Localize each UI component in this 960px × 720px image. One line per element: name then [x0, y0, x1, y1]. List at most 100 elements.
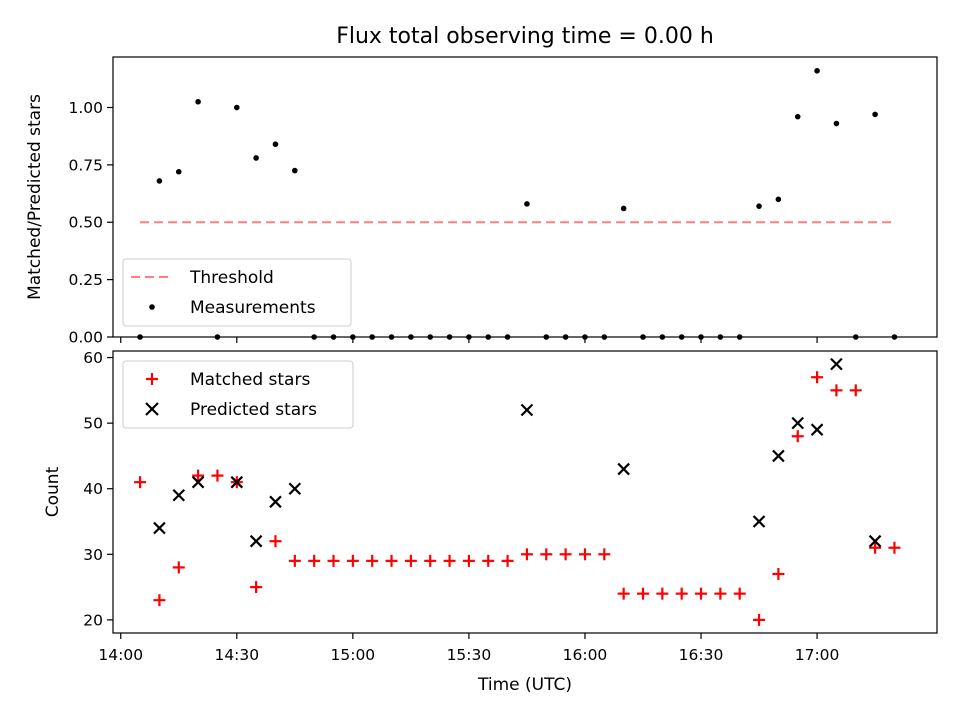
measurement-point — [872, 111, 878, 118]
measurement-point — [833, 120, 840, 127]
matched-star-point — [791, 430, 804, 443]
bottom-y-tick-label: 50 — [83, 415, 103, 433]
predicted-star-point-b — [810, 423, 824, 436]
predicted-star-point — [230, 475, 244, 489]
measurement-point — [620, 205, 627, 212]
matched-star-point — [346, 554, 359, 567]
predicted-star-point — [868, 534, 882, 548]
bottom-y-tick-label: 40 — [83, 480, 103, 498]
predicted-star-point — [830, 357, 843, 371]
measurement-point — [272, 141, 279, 148]
x-axis-label: Time (UTC) — [477, 675, 572, 695]
x-tick-label: 16:30 — [679, 646, 724, 664]
x-tick-label: 17:00 — [795, 646, 840, 664]
predicted-stars-points — [153, 357, 882, 548]
matched-star-point — [811, 371, 824, 384]
matched-star-point — [830, 384, 843, 397]
top-panel: 0.00 0.25 0.50 0.75 1.00 Matched/Predicted s… — [25, 56, 938, 347]
measurement-point — [794, 113, 801, 120]
matched-star-point — [617, 587, 630, 600]
measurement-point — [756, 203, 762, 209]
predicted-star-point-b — [288, 482, 302, 495]
matched-star-point — [482, 554, 495, 567]
matched-star-point — [540, 548, 553, 561]
matched-star-point — [269, 535, 282, 548]
matched-star-point — [772, 567, 785, 580]
matched-star-point — [656, 587, 669, 600]
top-y-tick-label: 0.50 — [68, 214, 103, 232]
matched-star-point — [753, 613, 766, 626]
matched-star-point — [559, 548, 572, 561]
legend-matched-swatch — [146, 373, 158, 385]
top-axes-frame — [112, 56, 938, 338]
matched-star-point — [153, 594, 166, 607]
bottom-y-tick-label: 60 — [83, 349, 103, 367]
predicted-star-point — [752, 515, 766, 528]
predicted-star-point-b — [772, 449, 785, 463]
top-y-ticks: 0.00 0.25 0.50 0.75 1.00 — [68, 99, 113, 347]
x-tick-label: 14:30 — [214, 646, 259, 664]
matched-star-point — [211, 469, 224, 482]
predicted-star-point — [153, 521, 166, 535]
matched-star-point — [172, 561, 185, 574]
matched-stars-points — [134, 371, 901, 626]
legend-measurements-label: Measurements — [190, 298, 316, 318]
top-y-axis-label: Matched/Predicted stars — [25, 94, 45, 300]
predicted-star-point — [172, 489, 186, 502]
matched-star-point — [462, 554, 475, 567]
chart-title: Flux total observing time = 0.00 h — [336, 24, 714, 49]
matched-star-point — [443, 554, 456, 567]
bottom-legend: Matched stars Predicted stars — [122, 360, 354, 429]
matched-star-point — [733, 587, 746, 600]
predicted-star-point — [617, 462, 630, 476]
predicted-star-point — [249, 534, 263, 548]
predicted-star-point-b — [249, 534, 263, 548]
predicted-star-point-b — [153, 521, 166, 535]
predicted-star-point-b — [868, 534, 882, 548]
legend-predicted-label: Predicted stars — [190, 400, 317, 420]
bottom-legend-box — [122, 360, 354, 429]
top-y-tick-label: 1.00 — [68, 99, 103, 117]
matched-star-point — [849, 384, 862, 397]
measurement-point — [775, 196, 782, 203]
predicted-star-point-b — [269, 495, 282, 509]
x-tick-label: 15:00 — [331, 646, 376, 664]
top-y-tick-label: 0.00 — [68, 329, 103, 347]
predicted-star-point-b — [617, 462, 630, 476]
bottom-y-tick-label: 30 — [83, 546, 103, 564]
predicted-star-point — [791, 416, 805, 430]
matched-star-point — [695, 587, 708, 600]
bottom-x-ticks: 14:00 14:30 15:00 15:30 16:00 16:30 17:00 — [98, 633, 839, 664]
top-legend: Threshold Measurements — [122, 258, 352, 327]
matched-star-point — [636, 587, 649, 600]
predicted-star-point-b — [172, 489, 186, 502]
bottom-y-ticks: 20 30 40 50 60 — [83, 349, 113, 629]
predicted-star-point — [520, 403, 534, 417]
matched-star-point — [675, 587, 688, 600]
top-y-tick-label: 0.75 — [68, 156, 103, 174]
measurement-point — [233, 104, 240, 111]
measurement-point — [253, 155, 259, 161]
matched-star-point — [501, 554, 514, 567]
matched-star-point — [134, 476, 147, 489]
measurement-point — [195, 98, 201, 105]
matched-star-point — [869, 541, 882, 554]
matched-star-point — [366, 554, 379, 567]
bottom-axes-frame — [112, 350, 938, 634]
legend-threshold-label: Threshold — [189, 268, 274, 288]
predicted-star-point-b — [230, 475, 244, 489]
x-tick-label: 16:00 — [563, 646, 608, 664]
measurement-point — [156, 178, 163, 184]
matched-star-point — [192, 469, 205, 482]
bottom-y-tick-label: 20 — [83, 611, 103, 629]
matched-star-point — [308, 554, 321, 567]
top-y-tick-label: 0.25 — [68, 271, 103, 289]
x-tick-label: 14:00 — [98, 646, 143, 664]
matched-star-point — [598, 548, 611, 561]
matched-star-point — [385, 554, 398, 567]
bottom-y-axis-label: Count — [43, 466, 63, 517]
matched-star-point — [327, 554, 340, 567]
measurement-point — [524, 201, 530, 207]
matched-star-point — [288, 554, 301, 567]
